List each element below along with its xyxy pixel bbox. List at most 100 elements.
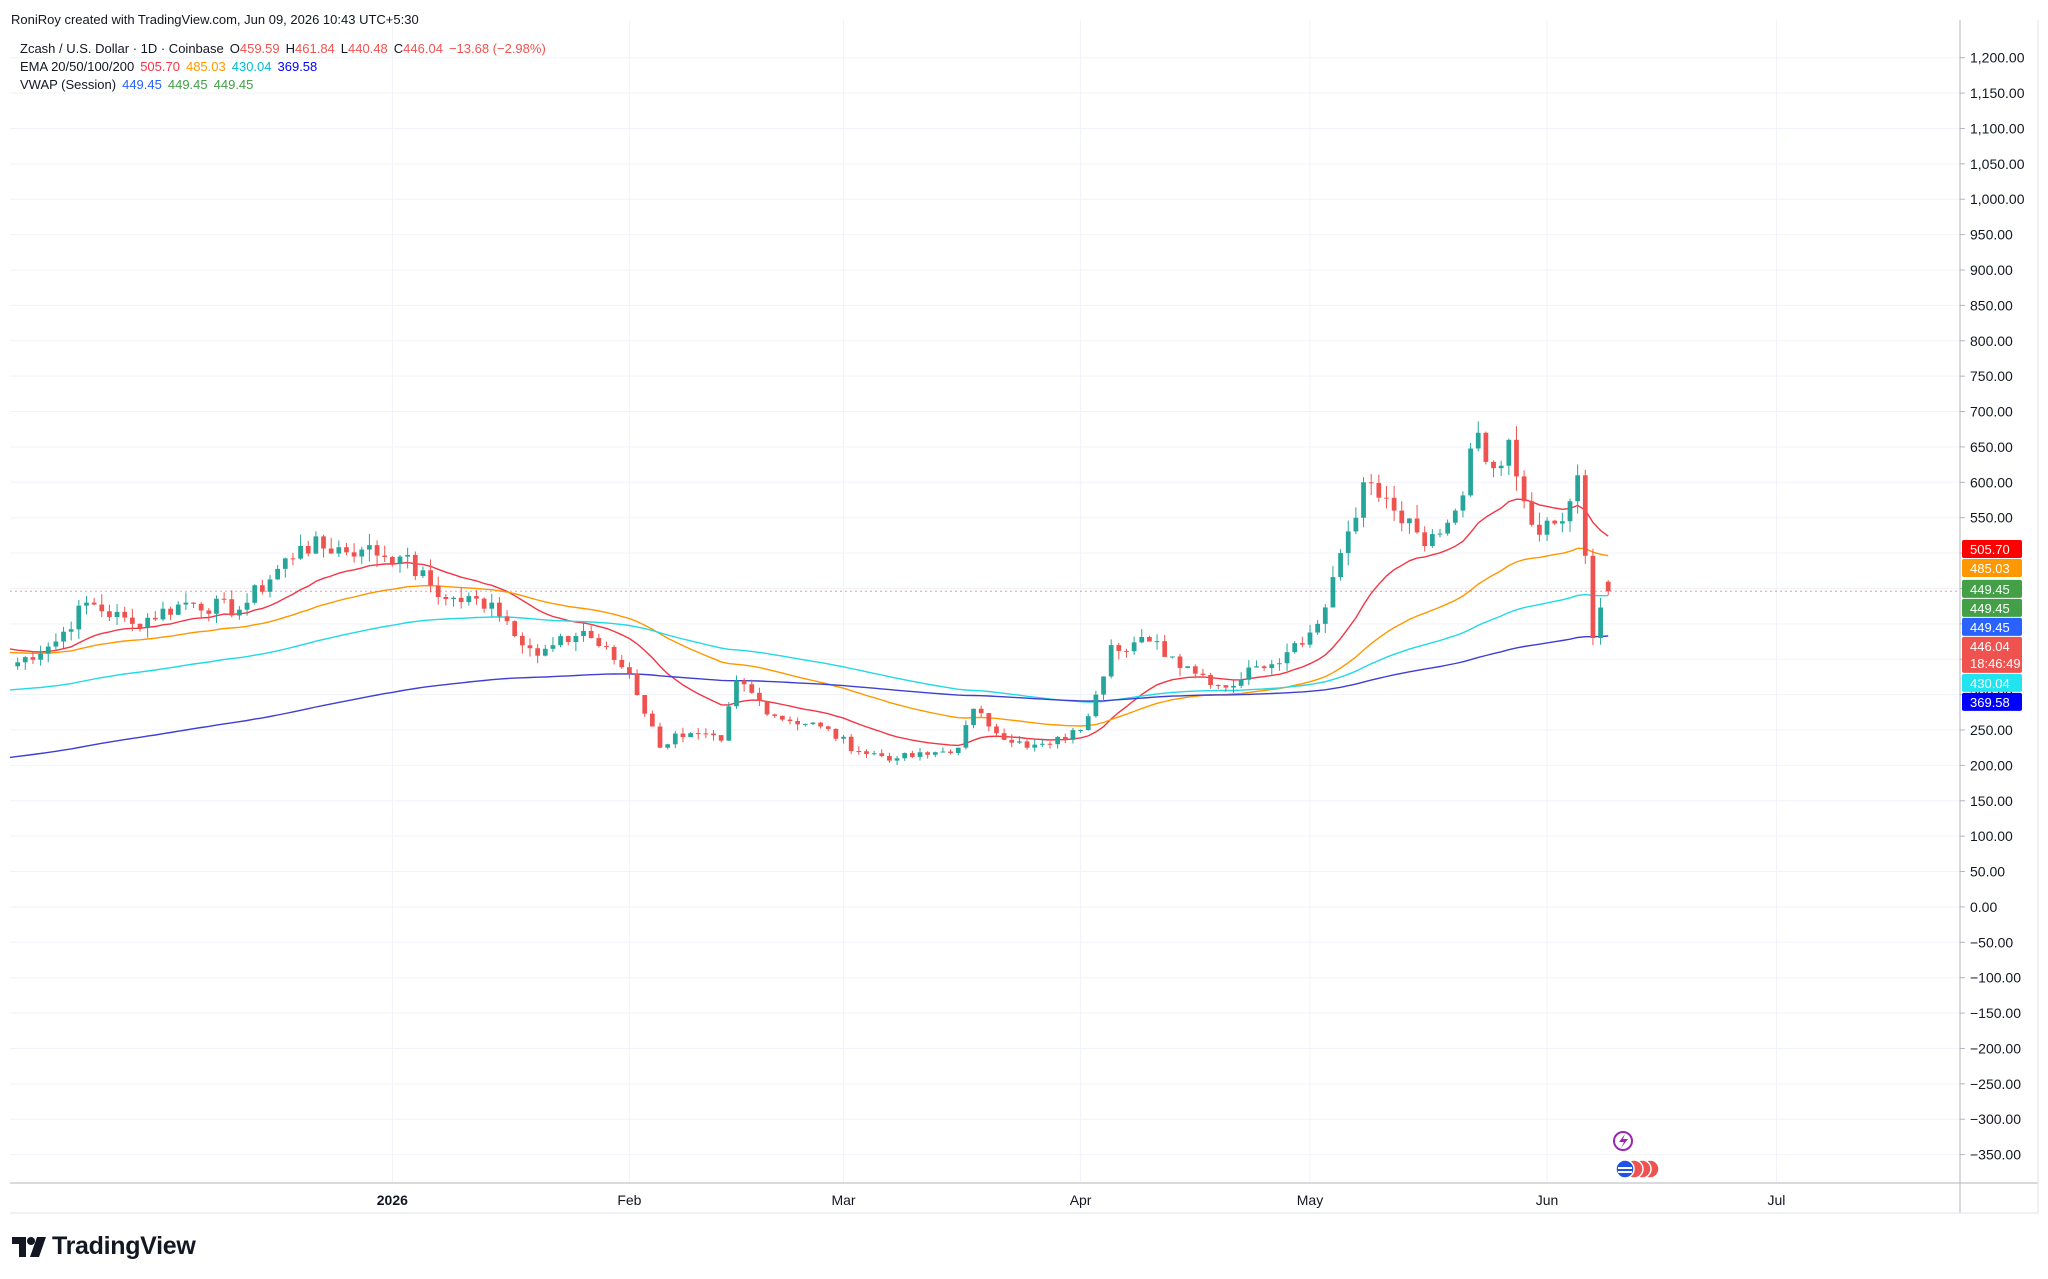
candle-up [1475, 432, 1481, 449]
candle-up [871, 753, 877, 755]
candle-down [649, 713, 655, 727]
price-badge-label: 446.04 [1970, 639, 2010, 654]
candle-down [481, 598, 487, 609]
candle-down [305, 546, 311, 554]
candle-down [611, 646, 617, 660]
y-tick-label: 650.00 [1970, 439, 2013, 455]
candle-up [734, 680, 739, 707]
candle-down [588, 630, 594, 639]
candle-down [779, 715, 785, 720]
candle-up [466, 596, 472, 603]
candle-down [1368, 482, 1374, 484]
vwap-label: VWAP (Session) [20, 77, 117, 92]
candle-down [1414, 518, 1420, 533]
candle-up [1169, 656, 1175, 658]
candle-down [887, 756, 892, 761]
y-tick-label: 1,050.00 [1970, 156, 2025, 172]
candle-up [1231, 685, 1236, 688]
ohlc-close: C446.04 [393, 41, 443, 56]
y-tick-label: 200.00 [1970, 757, 2013, 773]
candle-down [848, 736, 854, 752]
y-tick-label: 100.00 [1970, 828, 2013, 844]
candle-down [1047, 743, 1053, 745]
candle-up [550, 645, 556, 649]
y-tick-label: −150.00 [1970, 1005, 2021, 1021]
candle-down [711, 733, 716, 736]
candle-up [1445, 522, 1451, 534]
candle-down [512, 621, 518, 636]
candle-down [30, 657, 36, 660]
ohlc-change: −13.68 (−2.98%) [448, 41, 546, 56]
candle-up [313, 536, 319, 554]
candle-down [206, 610, 212, 614]
candle-up [1330, 577, 1336, 608]
price-badges: 505.70 485.03 449.45 449.45 449.45 446.04 18:4… [1962, 540, 2022, 711]
lightning-glyph-icon [1619, 1134, 1628, 1148]
candle-down [474, 596, 479, 599]
candle-down [91, 602, 97, 605]
candle-up [15, 662, 21, 667]
y-tick-label: −100.00 [1970, 970, 2021, 986]
x-tick-label: Apr [1070, 1192, 1092, 1208]
y-tick-label: −200.00 [1970, 1040, 2021, 1056]
candle-down [435, 585, 441, 597]
candle-up [1575, 475, 1581, 502]
candle-up [1407, 518, 1412, 524]
candle-down [229, 599, 235, 616]
candle-down [99, 604, 105, 612]
candle-down [1208, 674, 1213, 686]
y-tick-label: 750.00 [1970, 368, 2013, 384]
y-tick-label: 1,000.00 [1970, 191, 2025, 207]
candle-down [1147, 636, 1152, 642]
candle-down [703, 733, 709, 735]
candle-down [627, 667, 632, 674]
candle-up [489, 602, 495, 609]
candle-down [657, 726, 663, 748]
candle-down [604, 646, 609, 648]
vwap-value-1: 449.45 [122, 77, 162, 92]
candle-down [1177, 656, 1183, 668]
candle-up [1315, 623, 1321, 633]
candle-up [1345, 531, 1351, 554]
candle-down [344, 547, 349, 553]
candle-up [1361, 482, 1366, 518]
candle-up [902, 753, 908, 759]
y-tick-label: 1,200.00 [1970, 50, 2025, 66]
candle-down [1537, 524, 1542, 535]
y-tick-label: 550.00 [1970, 510, 2013, 526]
candle-down [497, 602, 502, 617]
vwap-value-2: 449.45 [167, 77, 208, 92]
candle-up [420, 570, 426, 577]
ema20-line [9, 498, 1609, 747]
ema-legend: EMA 20/50/100/200 505.70 485.03 430.04 369.5… [20, 58, 323, 76]
candle-down [351, 552, 357, 557]
candle-down [1124, 650, 1129, 652]
y-tick-label: 800.00 [1970, 333, 2013, 349]
x-tick-label: Jun [1536, 1192, 1559, 1208]
y-tick-label: 50.00 [1970, 864, 2005, 880]
candle-up [1468, 448, 1473, 496]
candle-down [718, 735, 724, 741]
candle-up [252, 585, 258, 603]
candle-down [695, 733, 701, 735]
candle-up [940, 751, 946, 753]
ohlc-open: O459.59 [229, 41, 280, 56]
price-badge-label: 449.45 [1970, 582, 2010, 597]
candle-down [1200, 673, 1206, 675]
candle-down [374, 545, 380, 556]
tradingview-logo-icon [12, 1236, 46, 1257]
tradingview-logo[interactable]: TradingView [12, 1232, 196, 1261]
ohlc-low: L440.48 [340, 41, 388, 56]
y-tick-label: 950.00 [1970, 227, 2013, 243]
price-badge [1962, 559, 2022, 578]
ema-label: EMA 20/50/100/200 [20, 59, 135, 74]
candle-down [818, 722, 823, 727]
candle-up [1307, 632, 1313, 645]
candle-down [1422, 532, 1428, 546]
events-markers[interactable] [1613, 1131, 1660, 1179]
candle-down [864, 751, 869, 754]
candle-up [932, 752, 938, 755]
candle-down [328, 548, 334, 554]
flag-stripe-icon [1618, 1167, 1632, 1169]
